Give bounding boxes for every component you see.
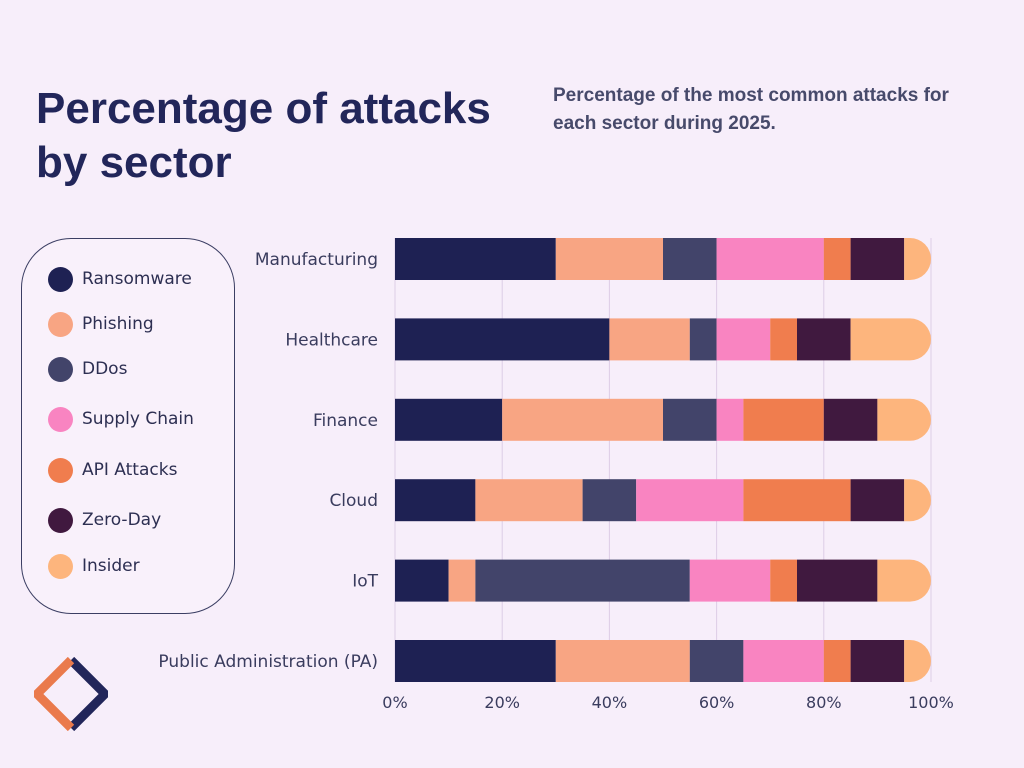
legend-item-insider: Insider (48, 553, 140, 579)
bar-segment (502, 398, 663, 441)
legend-label: Supply Chain (82, 409, 194, 429)
bar-segment (850, 318, 932, 361)
legend-item-supply-chain: Supply Chain (48, 406, 194, 432)
x-tick-label: 80% (806, 693, 842, 712)
legend-item-ddos: DDos (48, 356, 127, 382)
bar-segment (877, 398, 932, 441)
bar-segment (475, 479, 583, 522)
bar-segment (904, 640, 931, 682)
category-label: Manufacturing (255, 250, 378, 270)
bar-segment (395, 398, 503, 441)
bar-row (395, 479, 932, 522)
legend-swatch (48, 553, 73, 579)
x-tick-label: 40% (592, 693, 628, 712)
category-label: Public Administration (PA) (158, 652, 378, 672)
category-label: Cloud (329, 491, 378, 511)
bar-segment (743, 479, 851, 522)
bar-segment (448, 559, 476, 602)
x-tick-label: 20% (484, 693, 520, 712)
bar-segment (582, 479, 637, 522)
legend-swatch (48, 507, 73, 533)
bar-segment (743, 640, 824, 682)
bar-row (395, 398, 932, 441)
legend-label: Zero-Day (82, 510, 162, 530)
bar-segment (850, 479, 905, 522)
legend-swatch (48, 406, 73, 432)
legend-swatch (48, 266, 73, 292)
x-tick-label: 0% (382, 693, 407, 712)
bar-segment (716, 238, 824, 280)
bar-segment (663, 238, 717, 280)
bar-segment (823, 640, 851, 682)
chart-legend: Ransomware Phishing DDos Supply Chain AP… (21, 238, 235, 614)
bar-segment (770, 318, 797, 361)
legend-label: Insider (82, 556, 140, 576)
category-label: IoT (352, 572, 378, 592)
bar-segment (663, 398, 717, 441)
bar-segment (904, 238, 931, 280)
bar-segment (823, 238, 851, 280)
bar-segment (395, 640, 556, 682)
bar-row (395, 238, 931, 280)
bar-segment (395, 318, 610, 361)
bar-segment (743, 398, 824, 441)
bar-segment (475, 559, 690, 602)
legend-label: Phishing (82, 314, 154, 334)
legend-swatch (48, 311, 73, 337)
category-labels: Manufacturing Healthcare Finance Cloud IoT Pu… (158, 250, 378, 672)
bar-segment (877, 559, 932, 602)
logo-dark-stroke (34, 657, 108, 731)
bar-segment (395, 559, 449, 602)
legend-label: API Attacks (82, 460, 178, 480)
bar-segment (823, 398, 878, 441)
x-axis-tick-labels: 0% 20% 40% 60% 80% 100% (382, 693, 954, 712)
legend-label: DDos (82, 359, 128, 379)
bar-segment (716, 318, 771, 361)
legend-item-api-attacks: API Attacks (48, 457, 177, 483)
legend-swatch (48, 457, 73, 483)
bar-segment (636, 479, 744, 522)
diamond-logo-icon (34, 657, 108, 731)
x-tick-label: 100% (908, 693, 954, 712)
logo-orange-stroke (34, 657, 108, 731)
bar-segment (689, 318, 717, 361)
category-label: Finance (313, 411, 378, 431)
x-tick-label: 60% (699, 693, 735, 712)
bar-row (395, 318, 932, 361)
bar-segment (797, 559, 878, 602)
bar-segment (797, 318, 851, 361)
legend-item-zero-day: Zero-Day (48, 507, 161, 533)
legend-swatch (48, 356, 73, 382)
bars (395, 238, 932, 682)
bar-segment (689, 640, 744, 682)
bar-segment (904, 479, 932, 522)
bar-segment (716, 398, 744, 441)
legend-item-phishing: Phishing (48, 311, 154, 337)
bar-segment (395, 238, 556, 280)
bar-segment (395, 479, 476, 522)
bar-segment (609, 318, 690, 361)
grid-lines (394, 238, 932, 682)
page-subtitle: Percentage of the most common attacks fo… (553, 85, 949, 134)
page-title: Percentage of attacks by sector (36, 84, 491, 187)
bar-segment (770, 559, 797, 602)
legend-item-ransomware: Ransomware (48, 266, 192, 292)
bar-segment (689, 559, 771, 602)
bar-segment (850, 640, 905, 682)
bar-segment (555, 640, 690, 682)
bar-row (395, 559, 932, 602)
bar-segment (850, 238, 905, 280)
category-label: Healthcare (285, 330, 378, 350)
legend-label: Ransomware (82, 269, 192, 289)
bar-row (395, 640, 931, 682)
bar-segment (555, 238, 663, 280)
